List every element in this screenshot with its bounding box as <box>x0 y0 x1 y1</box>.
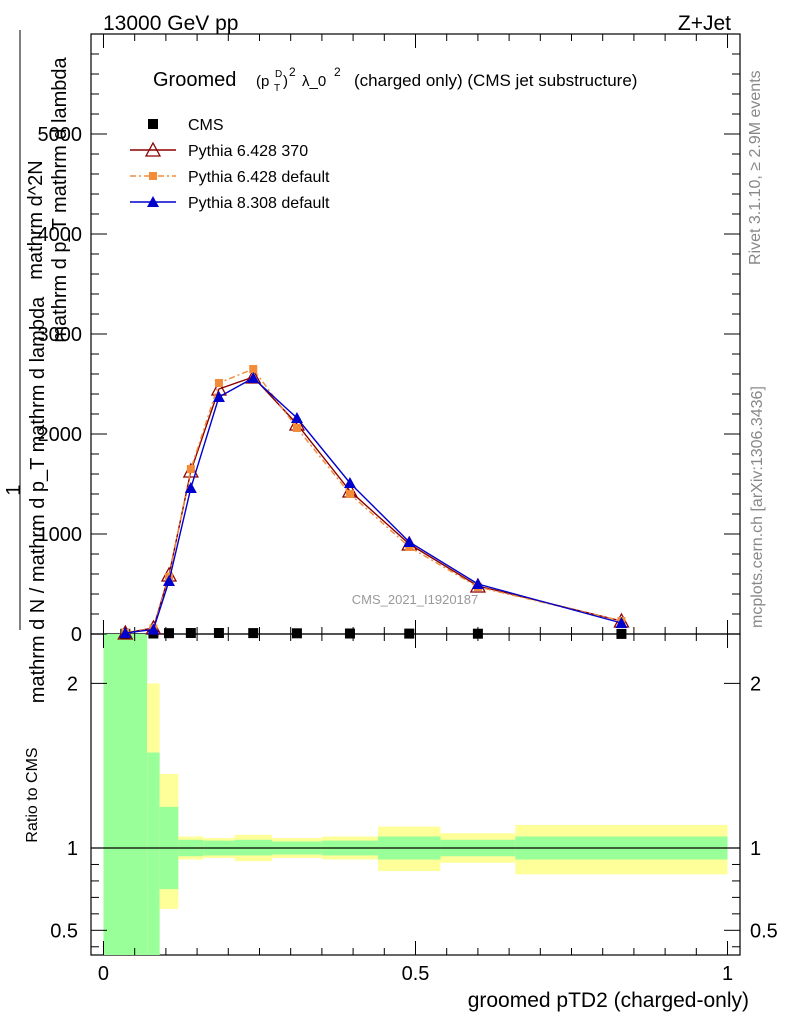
data-point <box>184 482 197 493</box>
ratio-y-tick-label: 0.5 <box>50 920 78 942</box>
y-tick-label: 1000 <box>38 524 83 546</box>
data-point <box>290 412 303 423</box>
series-3 <box>119 372 628 638</box>
data-point <box>147 623 160 635</box>
title-sup-2b: 2 <box>334 65 341 79</box>
data-point <box>616 628 627 639</box>
title-sub-t: T <box>274 83 280 94</box>
y-axis-label: 1 mathrm d N / mathrm d p_T mathrm d lam… <box>3 56 71 703</box>
ratio-y-tick-label: 2 <box>67 673 78 695</box>
legend-marker <box>149 172 157 180</box>
title-prefix: Groomed <box>153 69 236 91</box>
y-tick-label: 3000 <box>38 324 83 346</box>
data-point <box>343 477 356 488</box>
ratio-y-tick-label-right: 1 <box>750 838 761 860</box>
data-point <box>615 617 628 628</box>
title-lambda: λ_0 <box>302 73 326 90</box>
data-point <box>249 365 258 373</box>
ratio-frame <box>90 633 741 956</box>
ratio-y-tick-label-right: 0.5 <box>750 920 778 942</box>
ratio-axis-ticks: 0.5 0.5 1 1 2 2 <box>50 673 778 948</box>
ratio-y-tick-label-right: 2 <box>750 673 761 695</box>
ylabel-numerator: 1 <box>3 484 25 495</box>
ratio-y-label: Ratio to CMS <box>24 747 41 842</box>
data-point <box>213 628 224 638</box>
data-point <box>471 578 484 589</box>
title-suffix: (charged only) (CMS jet substructure) <box>354 71 637 90</box>
data-point <box>403 536 416 547</box>
ratio-bands <box>103 634 728 955</box>
plot-title: Groomed (p D T ) 2 λ_0 2 (charged only) … <box>153 65 637 94</box>
ylabel-denominator: mathrm d N / mathrm d p_T mathrm d lambd… <box>27 296 49 703</box>
analysis-watermark: CMS_2021_I1920187 <box>352 592 479 607</box>
ratio-y-tick-label: 1 <box>67 838 78 860</box>
data-point <box>212 391 225 402</box>
data-point <box>344 628 355 639</box>
data-point <box>185 628 196 638</box>
legend-label: Pythia 8.308 default <box>188 195 330 212</box>
data-point <box>292 424 301 432</box>
legend-label: Pythia 6.428 370 <box>188 143 308 160</box>
title-p: (p <box>256 73 269 90</box>
data-point <box>186 465 195 473</box>
data-point <box>214 379 223 387</box>
ylabel-right-numerator: mathrm d^2N <box>25 160 47 279</box>
data-point <box>247 372 260 383</box>
data-point <box>291 628 302 639</box>
ratio-inner-band <box>147 752 160 955</box>
data-point <box>163 575 176 586</box>
x-tick-label: 0.5 <box>402 963 430 985</box>
series-line <box>125 368 622 634</box>
data-point <box>345 490 354 498</box>
ylabel-right-denominator: mathrm d p_T mathrm d lambda <box>49 56 71 342</box>
y-tick-label: 5000 <box>38 124 83 146</box>
legend-marker <box>144 141 162 157</box>
data-point <box>404 628 415 639</box>
energy-label: 13000 GeV pp <box>103 12 238 35</box>
data-point <box>119 627 132 638</box>
y-tick-label: 4000 <box>38 224 83 246</box>
data-point <box>472 628 483 639</box>
main-axis-ticks: 0 1000 2000 3000 4000 5000 0 0.5 1 <box>38 33 740 985</box>
data-point <box>164 628 175 639</box>
title-close: ) <box>283 73 288 90</box>
series-layer <box>117 365 630 640</box>
legend-label: CMS <box>188 117 224 134</box>
legend-marker <box>147 196 159 207</box>
y-tick-label: 0 <box>71 624 82 646</box>
x-tick-label: 1 <box>722 963 733 985</box>
data-point <box>248 628 259 639</box>
legend-label: Pythia 6.428 default <box>188 169 330 186</box>
title-sup-d: D <box>275 69 282 80</box>
legend: CMS Pythia 6.428 370 Pythia 6.428 default P… <box>130 117 330 212</box>
process-label: Z+Jet <box>678 12 731 35</box>
y-tick-label: 2000 <box>38 424 83 446</box>
ratio-inner-band <box>103 634 148 955</box>
title-sup-2: 2 <box>289 65 296 79</box>
rivet-version-text: Rivet 3.1.10, ≥ 2.9M events <box>747 70 764 265</box>
legend-marker <box>148 119 158 129</box>
x-tick-label: 0 <box>98 963 109 985</box>
mcplots-site-text: mcplots.cern.ch [arXiv:1306.3436] <box>749 386 766 628</box>
x-axis-label: groomed pTD2 (charged-only) <box>468 989 749 1012</box>
